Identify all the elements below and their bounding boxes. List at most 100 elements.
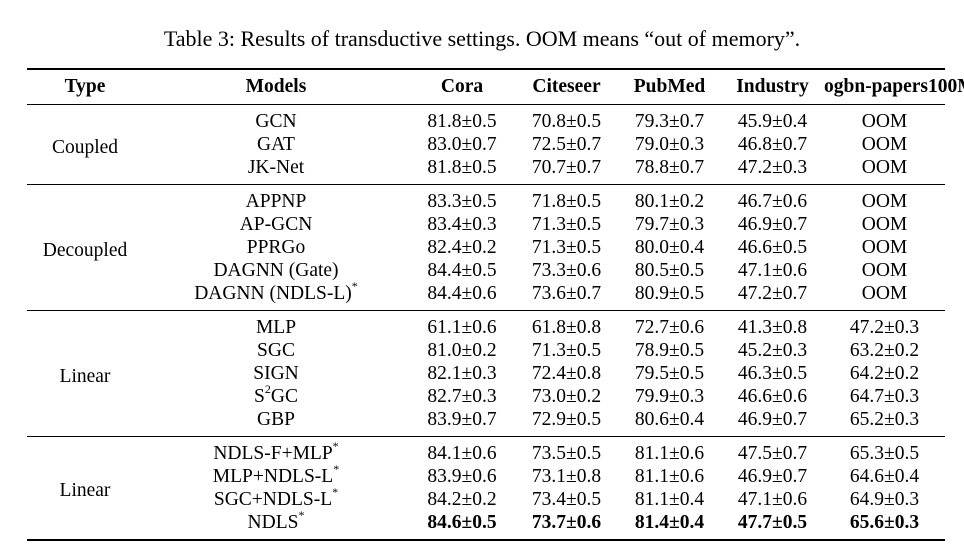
value-cell-industry: 46.8±0.7 xyxy=(737,134,808,155)
value-cell-pubmed: 81.1±0.6 xyxy=(634,443,705,464)
table-row: Decoupled APPNP 83.3±0.5 71.8±0.5 80.1±0.2 46… xyxy=(27,185,945,261)
value-cell-industry: 46.9±0.7 xyxy=(737,214,808,235)
row-group: Decoupled APPNP 83.3±0.5 71.8±0.5 80.1±0.2 46… xyxy=(27,185,945,311)
table-row: DAGNN (Gate) 84.4±0.5 73.3±0.6 80.5±0.5 47.1… xyxy=(27,259,945,282)
value-cell-ogbn-papers100m: 64.9±0.3 xyxy=(849,489,920,510)
table-row: AP-GCN 83.4±0.3 71.3±0.5 79.7±0.3 46.9±0.7 OO… xyxy=(27,213,945,236)
value-cell-cora: 84.2±0.2 xyxy=(427,489,497,510)
header-ogbn-papers100m: ogbn-papers100M xyxy=(824,76,964,97)
model-name: APPNP xyxy=(245,191,307,212)
table-row: MLP+NDLS-L* 83.9±0.6 73.1±0.8 81.1±0.6 46.9±… xyxy=(27,463,945,488)
value-cell-ogbn-papers100m: OOM xyxy=(861,283,908,304)
table-row: DAGNN (NDLS-L)* 84.4±0.6 73.6±0.7 80.9±0.5 4… xyxy=(27,280,945,311)
value-cell-ogbn-papers100m: 65.2±0.3 xyxy=(849,409,920,430)
value-cell-citeseer: 70.8±0.5 xyxy=(531,111,602,132)
model-cell: GAT xyxy=(143,133,409,156)
value-cell-industry: 46.7±0.6 xyxy=(737,191,808,212)
table-row: NDLS* 84.6±0.5 73.7±0.6 81.4±0.4 47.7±0.5 65.… xyxy=(27,509,945,540)
table-row: Linear MLP 61.1±0.6 61.8±0.8 72.7±0.6 41.3±0.… xyxy=(27,311,945,387)
model-cell: AP-GCN xyxy=(143,213,409,236)
model-cell: MLP+NDLS-L* xyxy=(143,463,409,488)
value-cell-pubmed: 78.9±0.5 xyxy=(634,340,705,361)
value-cell-pubmed: 80.5±0.5 xyxy=(634,260,705,281)
value-cell-pubmed: 80.0±0.4 xyxy=(634,237,705,258)
value-cell-industry: 47.5±0.7 xyxy=(737,443,808,464)
model-name: AP-GCN xyxy=(239,214,313,235)
value-cell-citeseer: 61.8±0.8 xyxy=(531,317,602,338)
value-cell-pubmed: 80.9±0.5 xyxy=(634,283,705,304)
model-cell: MLP xyxy=(143,311,409,340)
value-cell-pubmed: 80.6±0.4 xyxy=(634,409,705,430)
value-cell-pubmed: 79.3±0.7 xyxy=(634,111,705,132)
model-name-suffix: GC xyxy=(270,386,298,407)
value-cell-cora: 82.4±0.2 xyxy=(427,237,497,258)
value-cell-industry: 47.2±0.7 xyxy=(737,283,808,304)
table-row: SGC+NDLS-L* 84.2±0.2 73.4±0.5 81.1±0.4 47.1±… xyxy=(27,486,945,511)
model-name: NDLS xyxy=(247,512,299,533)
model-name: MLP+NDLS-L xyxy=(212,466,334,487)
value-cell-cora: 84.6±0.5 xyxy=(427,512,497,533)
value-cell-cora: 83.4±0.3 xyxy=(427,214,497,235)
model-cell: NDLS-F+MLP* xyxy=(143,437,409,466)
value-cell-ogbn-papers100m: OOM xyxy=(861,214,908,235)
model-cell: SGC xyxy=(143,339,409,362)
value-cell-citeseer: 71.3±0.5 xyxy=(531,237,602,258)
model-name: NDLS-F+MLP xyxy=(213,443,333,464)
value-cell-industry: 45.2±0.3 xyxy=(737,340,808,361)
model-name: S xyxy=(254,386,265,407)
value-cell-citeseer: 71.8±0.5 xyxy=(531,191,602,212)
model-name: DAGNN (NDLS-L) xyxy=(194,283,352,304)
value-cell-citeseer: 73.3±0.6 xyxy=(531,260,602,281)
header-cora: Cora xyxy=(440,76,484,97)
value-cell-industry: 46.9±0.7 xyxy=(737,409,808,430)
model-cell: SIGN xyxy=(143,362,409,385)
model-cell: GCN xyxy=(143,105,409,134)
value-cell-industry: 46.9±0.7 xyxy=(737,466,808,487)
value-cell-pubmed: 79.7±0.3 xyxy=(634,214,705,235)
row-group: Linear MLP 61.1±0.6 61.8±0.8 72.7±0.6 41.3±0.… xyxy=(27,311,945,437)
value-cell-citeseer: 73.7±0.6 xyxy=(531,512,602,533)
row-group: Coupled GCN 81.8±0.5 70.8±0.5 79.3±0.7 45.9±0… xyxy=(27,105,945,185)
value-cell-cora: 83.3±0.5 xyxy=(427,191,497,212)
table-row: Linear NDLS-F+MLP* 84.1±0.6 73.5±0.5 81.1±0.… xyxy=(27,437,945,502)
value-cell-cora: 82.7±0.3 xyxy=(427,386,497,407)
table-row: Coupled GCN 81.8±0.5 70.8±0.5 79.3±0.7 45.9±0… xyxy=(27,105,945,158)
value-cell-citeseer: 71.3±0.5 xyxy=(531,214,602,235)
table-row: PPRGo 82.4±0.2 71.3±0.5 80.0±0.4 46.6±0.5 OOM xyxy=(27,236,945,259)
value-cell-ogbn-papers100m: 64.2±0.2 xyxy=(849,363,920,384)
header-models: Models xyxy=(245,76,307,97)
model-name: JK-Net xyxy=(247,157,305,178)
value-cell-citeseer: 73.6±0.7 xyxy=(531,283,602,304)
value-cell-ogbn-papers100m: OOM xyxy=(861,260,908,281)
model-cell: NDLS* xyxy=(143,509,409,540)
value-cell-pubmed: 78.8±0.7 xyxy=(634,157,705,178)
value-cell-industry: 46.6±0.5 xyxy=(737,237,808,258)
type-cell: Linear xyxy=(59,365,111,387)
value-cell-citeseer: 73.4±0.5 xyxy=(531,489,602,510)
model-cell: PPRGo xyxy=(143,236,409,259)
value-cell-ogbn-papers100m: OOM xyxy=(861,237,908,258)
value-cell-cora: 83.9±0.6 xyxy=(427,466,497,487)
value-cell-cora: 61.1±0.6 xyxy=(427,317,497,338)
value-cell-cora: 84.4±0.6 xyxy=(427,283,497,304)
value-cell-ogbn-papers100m: 65.3±0.5 xyxy=(849,443,920,464)
value-cell-ogbn-papers100m: 47.2±0.3 xyxy=(849,317,920,338)
model-cell: DAGNN (Gate) xyxy=(143,259,409,282)
value-cell-pubmed: 79.5±0.5 xyxy=(634,363,705,384)
value-cell-pubmed: 80.1±0.2 xyxy=(634,191,705,212)
header-pubmed: PubMed xyxy=(633,76,706,97)
model-name: GAT xyxy=(257,134,295,155)
model-name: GBP xyxy=(257,409,295,430)
value-cell-industry: 47.2±0.3 xyxy=(737,157,808,178)
header-type: Type xyxy=(64,76,106,97)
value-cell-citeseer: 73.0±0.2 xyxy=(531,386,602,407)
value-cell-citeseer: 73.1±0.8 xyxy=(531,466,602,487)
value-cell-citeseer: 72.5±0.7 xyxy=(531,134,602,155)
value-cell-citeseer: 72.4±0.8 xyxy=(531,363,602,384)
model-cell: DAGNN (NDLS-L)* xyxy=(143,280,409,311)
value-cell-ogbn-papers100m: 65.6±0.3 xyxy=(849,512,920,533)
model-name: DAGNN (Gate) xyxy=(213,260,339,281)
proposed-method-marker: * xyxy=(332,438,339,453)
type-cell: Decoupled xyxy=(42,239,128,261)
value-cell-pubmed: 79.0±0.3 xyxy=(634,134,705,155)
